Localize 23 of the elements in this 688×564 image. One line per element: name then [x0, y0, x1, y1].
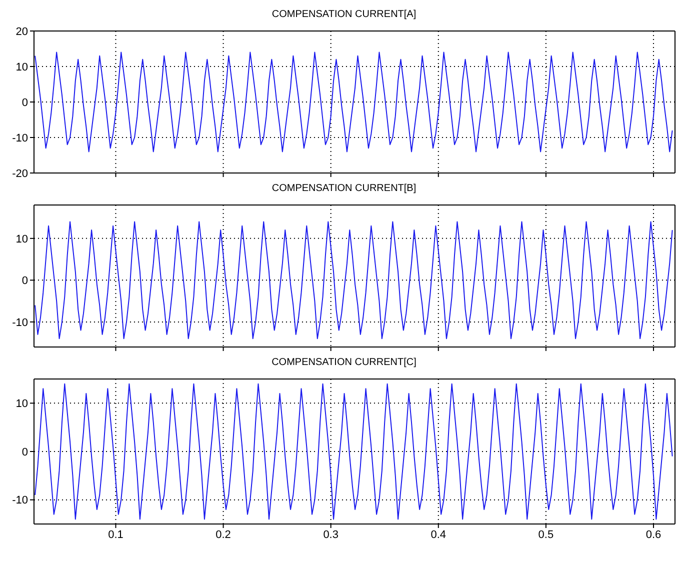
x-tick-label: 0.5: [538, 528, 554, 541]
line-series: [34, 383, 673, 520]
y-tick-label: 0: [22, 96, 28, 109]
y-tick-label: -20: [12, 168, 28, 180]
chart-title: COMPENSATION CURRENT[C]: [270, 356, 418, 370]
y-tick-label: 10: [16, 61, 28, 74]
chart-title: COMPENSATION CURRENT[B]: [270, 182, 418, 196]
y-tick-label: -10: [12, 316, 28, 329]
y-tick-label: -10: [12, 132, 28, 144]
x-tick-label: 0.3: [323, 528, 338, 541]
line-series: [34, 52, 673, 152]
x-tick-label: 0.2: [216, 528, 231, 541]
chart-title: COMPENSATION CURRENT[A]: [270, 8, 418, 22]
y-tick-label: 20: [16, 26, 28, 38]
x-tick-label: 0.6: [646, 528, 662, 541]
y-tick-label: 10: [16, 233, 28, 246]
y-tick-label: -10: [12, 494, 28, 507]
line-series: [34, 221, 673, 340]
x-tick-label: 0.1: [108, 528, 124, 541]
y-tick-label: 0: [22, 446, 28, 458]
y-tick-label: 10: [16, 398, 28, 410]
x-tick-label: 0.4: [430, 528, 446, 541]
y-tick-label: 0: [22, 275, 28, 288]
